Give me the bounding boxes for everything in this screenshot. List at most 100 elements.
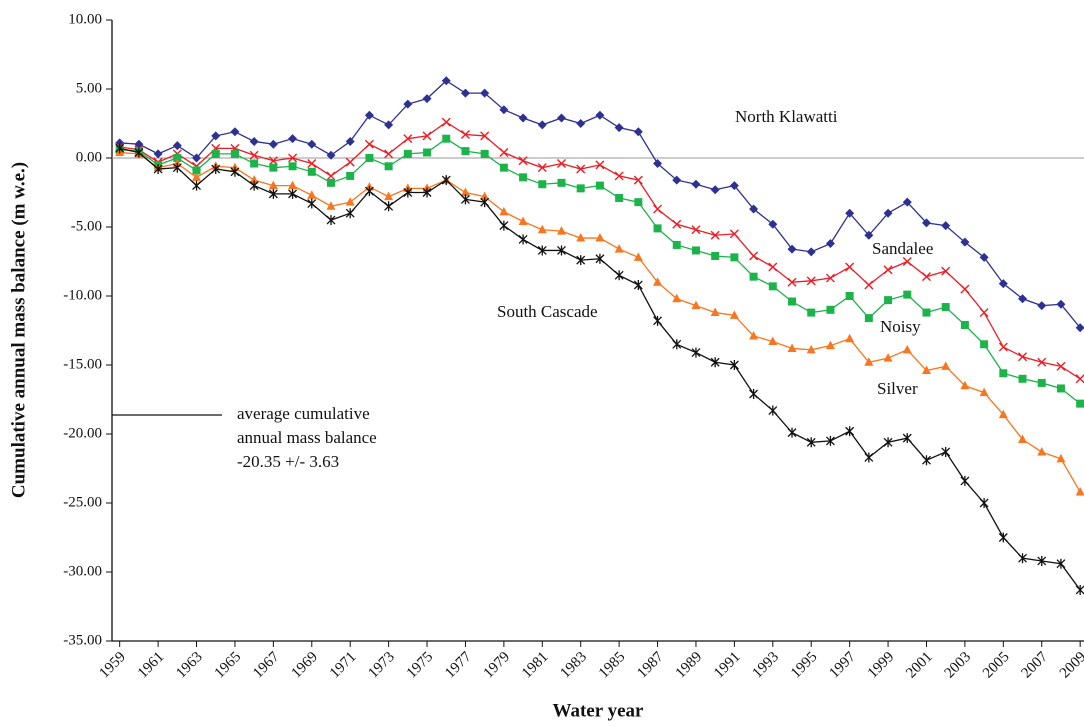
marker (211, 164, 221, 175)
marker (768, 282, 777, 291)
marker (845, 333, 855, 343)
marker (307, 167, 316, 176)
marker (902, 344, 912, 354)
marker (710, 357, 720, 368)
series-markers (115, 117, 1084, 384)
series-label: Silver (877, 379, 918, 398)
series-label: Noisy (880, 317, 921, 336)
marker (921, 218, 931, 228)
marker (307, 198, 317, 209)
marker (288, 134, 298, 144)
marker (595, 110, 605, 120)
x-tick-label: 1989 (673, 649, 706, 682)
series-label: North Klawatti (735, 107, 838, 126)
marker (787, 343, 797, 352)
marker (845, 262, 855, 272)
marker (864, 230, 874, 240)
x-tick-label: 1999 (865, 649, 898, 682)
marker (825, 340, 835, 350)
marker (768, 262, 778, 272)
marker (883, 437, 893, 448)
marker (576, 119, 586, 128)
marker (749, 204, 759, 214)
marker (576, 184, 585, 193)
y-axis-title: Cumulative annual mass balance (m w.e.) (8, 162, 29, 498)
marker (595, 233, 605, 242)
marker (537, 163, 547, 173)
annotation-text: -20.35 +/- 3.63 (237, 452, 339, 471)
marker (403, 187, 413, 198)
marker (365, 154, 374, 162)
marker (172, 141, 182, 151)
marker (288, 180, 298, 190)
marker (499, 206, 509, 216)
marker (557, 245, 566, 256)
marker (960, 320, 969, 329)
marker (384, 149, 394, 159)
x-tick-label: 1969 (289, 649, 322, 682)
marker (653, 224, 662, 233)
marker (825, 435, 835, 446)
marker (441, 76, 451, 86)
marker (480, 197, 490, 208)
x-tick-label: 1997 (826, 649, 859, 682)
marker (422, 131, 432, 141)
x-tick-label: 1963 (173, 649, 206, 682)
marker (518, 234, 528, 245)
marker (941, 361, 951, 370)
marker (268, 156, 278, 166)
marker (615, 194, 624, 203)
marker (941, 303, 950, 312)
x-tick-label: 1993 (750, 649, 783, 682)
annotation-text: annual mass balance (237, 428, 377, 447)
marker (941, 266, 951, 276)
marker (1076, 399, 1084, 408)
marker (979, 252, 989, 262)
marker (576, 255, 586, 266)
marker (460, 88, 470, 98)
marker (1018, 352, 1028, 362)
marker (307, 190, 317, 199)
marker (672, 339, 682, 350)
series-line (119, 147, 1081, 591)
x-tick-label: 1979 (481, 649, 514, 682)
marker (614, 171, 624, 181)
marker (806, 276, 816, 286)
marker (730, 253, 739, 262)
marker (691, 179, 701, 189)
marker (787, 427, 797, 438)
marker (960, 284, 970, 294)
marker (691, 347, 701, 358)
series-markers (115, 147, 1084, 496)
marker (345, 136, 355, 146)
marker (845, 292, 854, 300)
marker (1056, 361, 1066, 371)
marker (403, 99, 413, 109)
marker (710, 185, 720, 195)
marker (998, 279, 1008, 289)
marker (633, 175, 643, 185)
marker (1056, 453, 1066, 463)
marker (691, 300, 701, 310)
marker (749, 388, 759, 399)
marker (442, 134, 451, 143)
marker (653, 315, 663, 326)
marker (153, 149, 163, 159)
marker (288, 162, 297, 171)
y-tick-label: 5.00 (76, 80, 102, 96)
marker (614, 270, 624, 281)
marker (423, 148, 432, 157)
marker (884, 296, 893, 305)
marker (134, 139, 144, 149)
marker (883, 265, 893, 275)
x-tick-label: 2005 (980, 649, 1013, 682)
marker (691, 246, 700, 255)
marker (345, 157, 355, 167)
marker (1018, 434, 1028, 444)
x-tick-label: 2003 (942, 649, 975, 682)
marker (422, 94, 432, 104)
y-tick-label: -25.00 (63, 494, 102, 510)
marker (557, 159, 566, 169)
